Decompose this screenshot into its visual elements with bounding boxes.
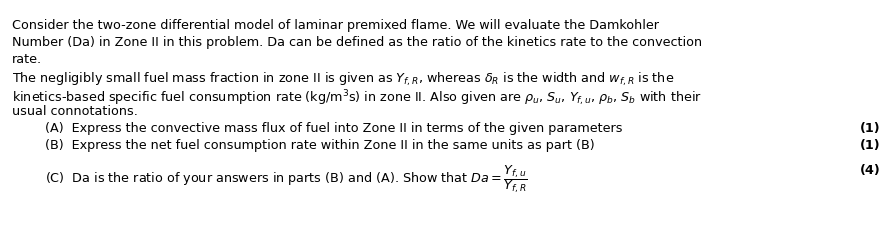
Text: (1): (1) bbox=[860, 122, 881, 135]
Text: (C)  Da is the ratio of your answers in parts (B) and (A). Show that $Da = \dfra: (C) Da is the ratio of your answers in p… bbox=[45, 164, 528, 196]
Text: kinetics-based specific fuel consumption rate (kg/m$^3$s) in zone II. Also given: kinetics-based specific fuel consumption… bbox=[12, 88, 701, 108]
Text: (A)  Express the convective mass flux of fuel into Zone II in terms of the given: (A) Express the convective mass flux of … bbox=[45, 122, 622, 135]
Text: (B)  Express the net fuel consumption rate within Zone II in the same units as p: (B) Express the net fuel consumption rat… bbox=[45, 139, 595, 152]
Text: usual connotations.: usual connotations. bbox=[12, 105, 138, 118]
Text: (1): (1) bbox=[860, 139, 881, 152]
Text: Consider the two-zone differential model of laminar premixed flame. We will eval: Consider the two-zone differential model… bbox=[12, 19, 659, 32]
Text: Number (Da) in Zone II in this problem. Da can be defined as the ratio of the ki: Number (Da) in Zone II in this problem. … bbox=[12, 36, 702, 49]
Text: (4): (4) bbox=[860, 164, 881, 177]
Text: rate.: rate. bbox=[12, 53, 42, 66]
Text: The negligibly small fuel mass fraction in zone II is given as $Y_{f,R}$, wherea: The negligibly small fuel mass fraction … bbox=[12, 71, 674, 88]
